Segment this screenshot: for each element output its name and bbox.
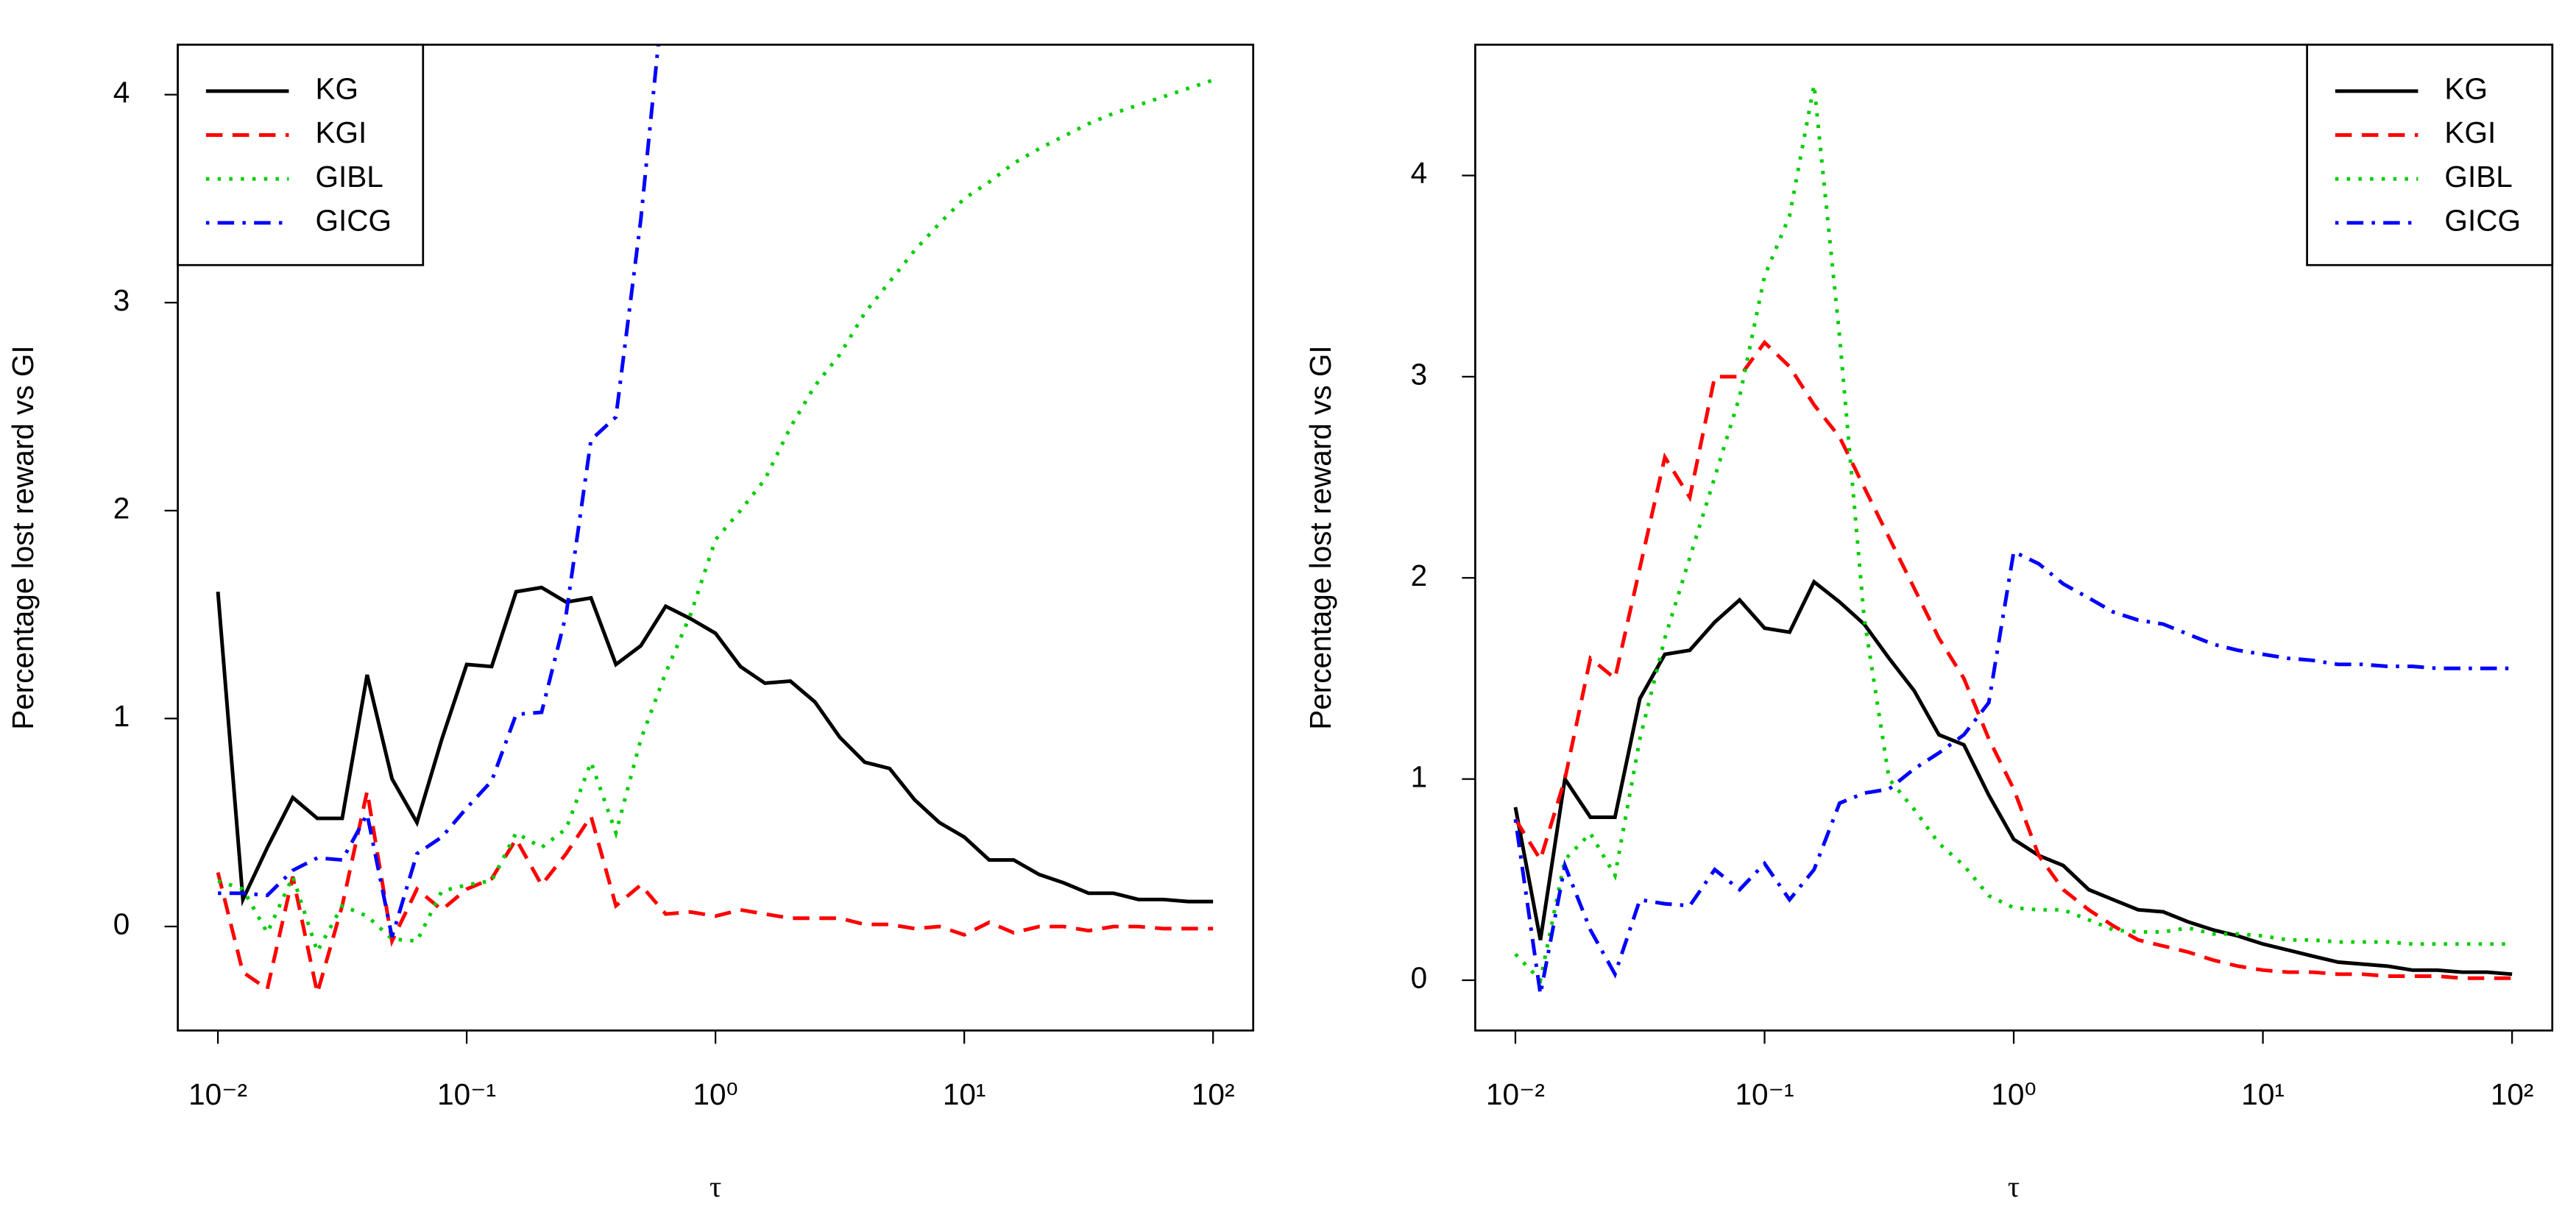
y-tick-label: 0 <box>1411 961 1428 995</box>
x-tick-label: 10² <box>1192 1077 1235 1111</box>
plot-frame <box>1474 43 2554 1032</box>
y-tick-label: 4 <box>1411 156 1428 190</box>
panel: 10⁻² 10⁻¹ 10⁰ 10¹ 10² 0 1 2 3 4 τ Percentage lost r… <box>6 43 1255 1203</box>
y-tick-label: 1 <box>1411 759 1428 793</box>
legend-label: KG <box>2444 72 2488 106</box>
panel: 10⁻² 10⁻¹ 10⁰ 10¹ 10² 0 1 2 3 4 τ Percentage lost r… <box>1303 43 2554 1203</box>
series-line <box>217 78 1214 957</box>
series-line <box>1513 549 2513 995</box>
legend-label: KG <box>315 72 358 106</box>
x-tick-label: 10⁻² <box>1486 1077 1545 1111</box>
legend-label: KGI <box>315 116 367 149</box>
plot-area <box>216 44 1214 994</box>
y-axis-title: Percentage lost reward vs GI <box>1303 345 1337 729</box>
y-tick-label: 1 <box>113 699 130 733</box>
x-tick-label: 10⁰ <box>693 1077 737 1111</box>
plot-area <box>1513 85 2513 995</box>
legend: KG KGI GIBL GICG <box>177 43 425 266</box>
series-line <box>218 44 660 938</box>
x-axis-title: τ <box>710 1170 721 1203</box>
series-line <box>1513 339 2513 980</box>
x-tick-label: 10² <box>2491 1077 2534 1111</box>
legend-label: GIBL <box>315 160 383 194</box>
series-line <box>1513 578 2513 977</box>
plot-frame <box>177 43 1255 1032</box>
legend-box <box>2306 43 2554 266</box>
x-tick-label: 10¹ <box>2241 1077 2285 1111</box>
legend-label: GIBL <box>2444 160 2512 194</box>
x-tick-label: 10⁻¹ <box>437 1077 496 1111</box>
x-tick-label: 10⁻¹ <box>1735 1077 1794 1111</box>
legend-label: GICG <box>315 204 392 238</box>
y-tick-label: 0 <box>113 907 130 941</box>
x-tick-label: 10⁻² <box>188 1077 247 1111</box>
series-line <box>216 585 1214 907</box>
y-axis-title: Percentage lost reward vs GI <box>6 345 40 729</box>
x-tick-label: 10⁰ <box>1991 1077 2036 1111</box>
x-axis-title: τ <box>2008 1170 2020 1203</box>
legend-label: KGI <box>2444 116 2496 149</box>
y-tick-label: 2 <box>1411 559 1428 592</box>
legend: KG KGI GIBL GICG <box>2306 43 2554 266</box>
y-tick-label: 2 <box>113 492 130 525</box>
y-tick-label: 3 <box>113 283 130 317</box>
y-tick-label: 3 <box>1411 358 1428 391</box>
legend-label: GICG <box>2444 204 2521 238</box>
legend-box <box>177 43 425 266</box>
y-tick-label: 4 <box>113 75 130 109</box>
x-tick-label: 10¹ <box>943 1077 986 1111</box>
